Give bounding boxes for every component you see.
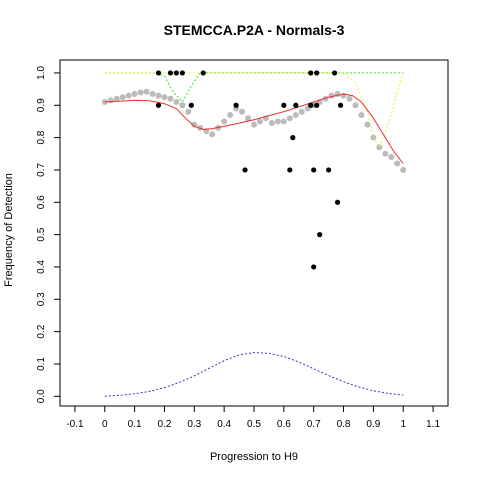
y-axis: 0.0 0.1 0.2 0.3 0.4 0.5 0.6 0.7 0.8 0.9 1.0 [36,66,60,403]
data-point [200,70,206,76]
smoothed-point [251,121,257,128]
data-point [311,264,317,270]
data-point [317,232,323,238]
x-axis: -0.1 0 0.1 0.2 0.3 0.4 0.5 0.6 0.7 0.8 0.9 1 1.1 [66,406,440,430]
plot-area [101,70,407,397]
data-point [173,70,179,76]
x-tick-label: 1.1 [426,419,440,430]
smoothed-point [155,92,162,99]
y-axis-label: Frequency of Detection [3,173,15,287]
data-point [155,102,162,108]
x-tick-label: 0.2 [158,419,172,430]
x-tick-label: 0.7 [307,419,321,430]
y-tick-label: 0.5 [36,227,47,241]
data-point [308,102,314,108]
smoothed-point [352,102,359,109]
chart-title: STEMCCA.P2A - Normals-3 [164,22,345,38]
smoothed-point [388,154,395,161]
data-point [233,102,239,108]
y-tick-label: 1.0 [36,66,47,80]
y-tick-label: 0.0 [36,389,47,403]
smoothed-point [119,94,126,101]
y-tick-label: 0.1 [36,357,47,371]
smoothed-point [185,108,192,115]
smoothed-point [364,121,371,128]
smoothed-point [125,92,132,99]
x-tick-label: 1 [400,419,406,430]
smoothed-point [161,94,168,101]
data-point [308,70,314,76]
smoothed-point [209,131,216,138]
x-tick-label: 0.1 [128,419,142,430]
data-point [314,70,320,76]
smoothed-point [382,150,389,157]
data-point [242,167,248,173]
smoothed-point [376,144,383,151]
smoothed-point [167,95,174,102]
smoothed-point [239,108,246,115]
x-tick-label: 0.3 [187,419,201,430]
y-tick-label: 0.3 [36,292,47,306]
smoothed-point [221,118,228,125]
smoothed-point [340,92,347,99]
smoothed-point [107,97,114,104]
smoothed-point [394,160,401,167]
x-tick-label: 0.4 [217,419,231,430]
x-tick-label: 0.6 [277,419,291,430]
smoothed-point [346,95,353,102]
data-point [334,199,341,205]
smoothed-point [101,99,108,106]
y-tick-label: 0.6 [36,195,47,209]
data-point [179,70,185,76]
y-tick-label: 0.4 [36,260,47,274]
y-tick-label: 0.8 [36,130,47,144]
data-point [331,70,338,76]
smoothed-point [131,90,138,97]
x-tick-label: 0 [102,419,108,430]
x-tick-label: -0.1 [66,419,84,430]
density-line [104,352,404,397]
smoothed-point [245,115,252,122]
data-point [337,102,344,108]
fit-line [104,93,404,164]
x-tick-label: 0.9 [366,419,380,430]
smoothed-point [280,118,287,125]
data-point [188,102,194,108]
smoothed-point [137,89,144,96]
lower-band-line [104,72,404,149]
smoothed-point [143,88,150,95]
smoothed-point [292,111,299,118]
y-tick-label: 0.2 [36,324,47,338]
x-tick-label: 0.5 [247,419,261,430]
data-point [326,167,332,173]
smoothed-point [173,99,180,106]
data-point [311,167,317,173]
smoothed-point [274,118,281,125]
x-tick-label: 0.8 [337,419,351,430]
data-point [287,167,293,173]
smoothed-point [286,115,293,122]
smoothed-point [328,92,335,99]
data-point [155,70,162,76]
smoothed-point [191,121,198,128]
smoothed-point [400,166,407,173]
x-axis-label: Progression to H9 [210,451,298,463]
smoothed-point [149,90,156,97]
smoothed-point [256,118,263,125]
data-point [167,70,174,76]
data-point [293,102,299,108]
y-tick-label: 0.7 [36,163,47,177]
y-tick-label: 0.9 [36,98,47,112]
data-point [290,135,296,141]
smoothed-point [113,95,120,102]
data-point [281,102,287,108]
smoothed-point [358,111,365,118]
smoothed-point [298,108,305,115]
data-point [314,102,320,108]
smoothed-point [268,120,275,127]
smoothed-point [227,111,234,118]
smoothed-point [179,102,186,109]
